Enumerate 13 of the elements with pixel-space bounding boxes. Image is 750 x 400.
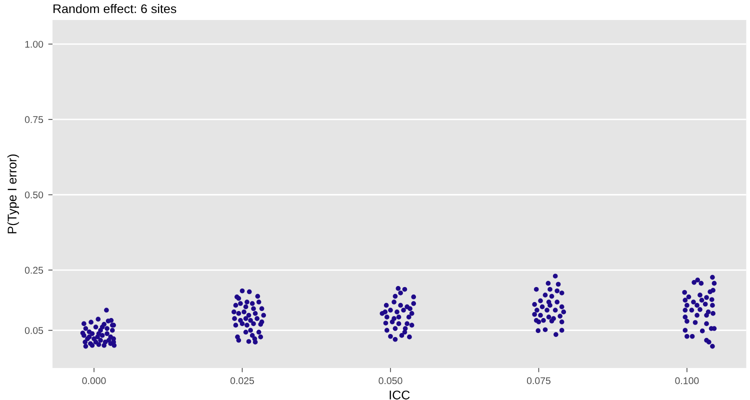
x-tick-label: 0.000	[82, 377, 106, 384]
x-tick-label: 0.100	[675, 377, 699, 384]
y-tick-label: 0.50	[24, 191, 44, 198]
y-tick-label: 0.75	[24, 116, 44, 124]
chart-title: Random effect: 6 sites	[54, 4, 176, 14]
x-axis-title: ICC	[390, 390, 410, 400]
y-axis-title: P(Type I error)	[7, 154, 19, 234]
y-tick-label: 1.00	[25, 40, 44, 48]
x-tick-label: 0.025	[230, 377, 254, 384]
y-tick-label: 0.25	[24, 266, 44, 274]
x-tick-label: 0.075	[526, 377, 550, 384]
y-tick-label: 0.05	[24, 327, 44, 334]
x-tick-label: 0.050	[378, 377, 402, 384]
